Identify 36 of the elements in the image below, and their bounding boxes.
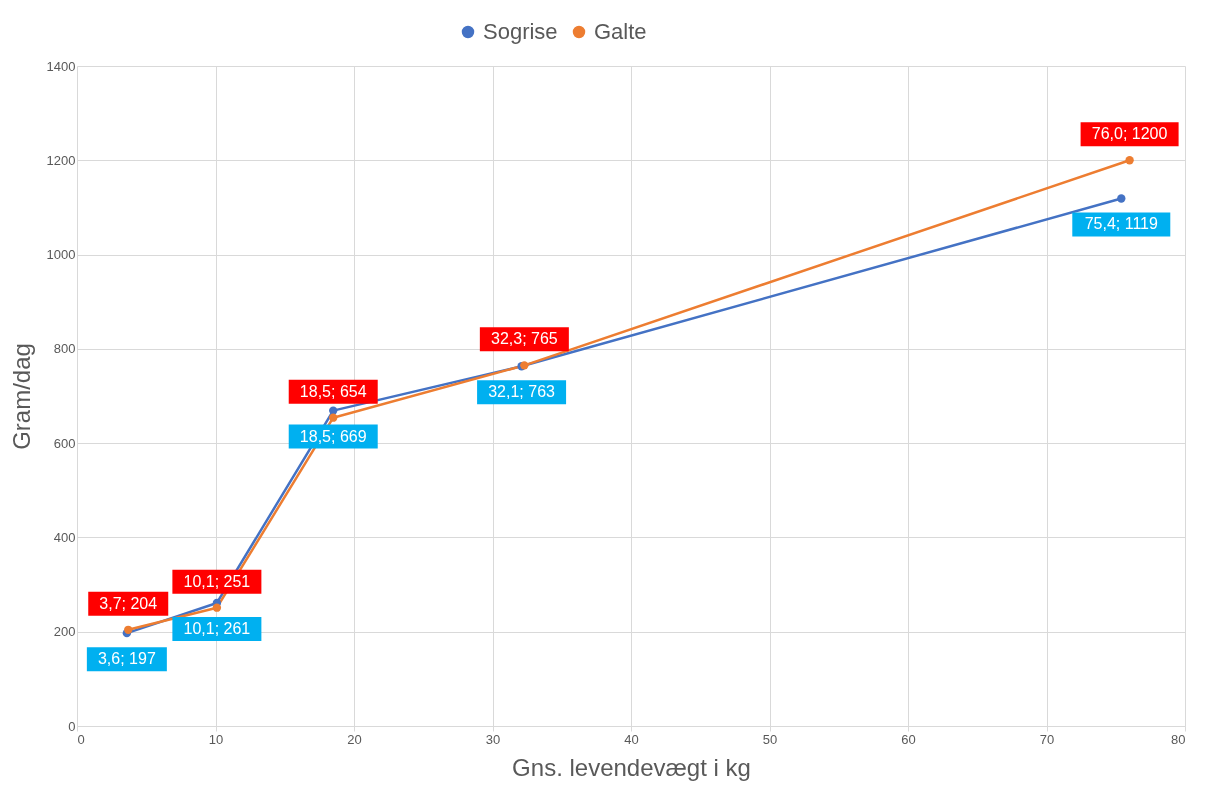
y-tick-label: 800 [53, 341, 76, 357]
point [329, 406, 338, 415]
data-label: 76,0; 1200 [1091, 125, 1168, 143]
y-tick-label: 1200 [46, 152, 76, 168]
x-tick-label: 50 [762, 731, 778, 747]
point [1117, 194, 1126, 203]
y-axis-title: Gram/dag [7, 343, 35, 450]
x-tick-label: 60 [901, 731, 916, 747]
data-label: 18,5; 654 [299, 382, 367, 400]
point [212, 603, 222, 612]
point [329, 413, 338, 422]
point [124, 625, 133, 634]
legend-label: Galte [594, 19, 647, 44]
y-tick-label: 0 [68, 718, 76, 734]
data-label: 3,6; 197 [97, 650, 156, 668]
data-label: 10,1; 251 [183, 572, 251, 590]
data-label: 32,1; 763 [488, 383, 556, 401]
x-tick-label: 80 [1171, 731, 1186, 747]
x-tick-label: 70 [1039, 731, 1055, 747]
x-tick-label: 10 [208, 731, 224, 747]
point [1125, 156, 1134, 165]
y-tick-label: 200 [53, 624, 76, 640]
y-tick-label: 1000 [46, 247, 76, 263]
data-label: 18,5; 669 [299, 427, 367, 445]
x-tick-label: 40 [624, 731, 639, 747]
data-label: 3,7; 204 [99, 594, 158, 612]
x-axis-title: Gns. levendevægt i kg [512, 753, 751, 781]
x-tick-label: 20 [347, 731, 362, 747]
data-label: 75,4; 1119 [1084, 215, 1159, 233]
x-tick-label: 30 [485, 731, 501, 747]
legend-label: Sogrise [483, 19, 558, 44]
y-tick-label: 1400 [46, 58, 76, 74]
y-tick-label: 600 [53, 435, 76, 451]
data-label: 10,1; 261 [183, 619, 251, 637]
y-tick-label: 400 [53, 529, 76, 545]
data-label: 32,3; 765 [490, 330, 558, 348]
